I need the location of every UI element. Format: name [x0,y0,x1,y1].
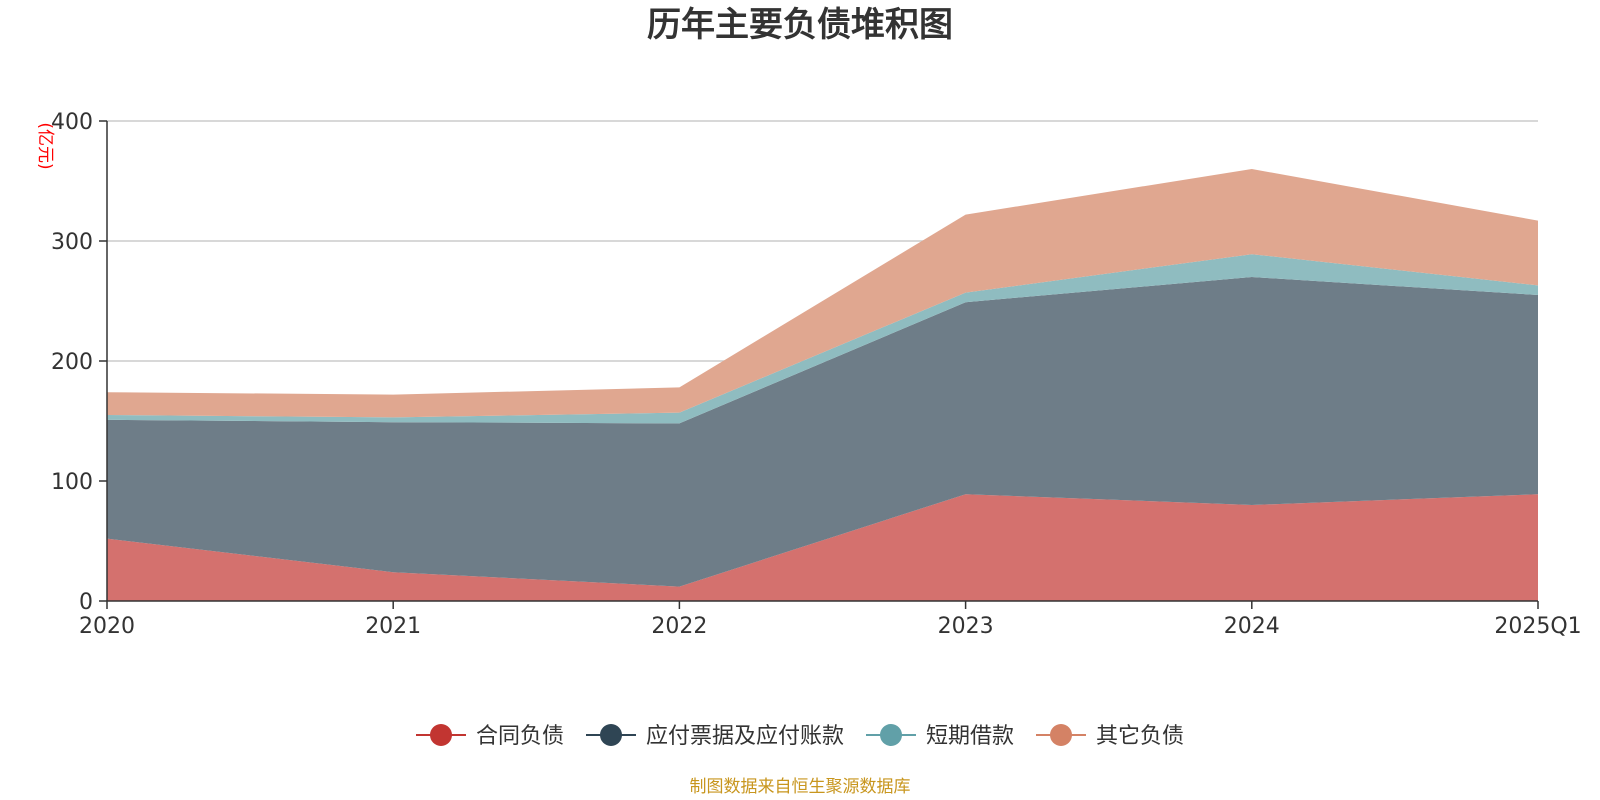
legend-circle-icon [430,724,452,746]
legend-label: 应付票据及应付账款 [646,724,844,749]
chart-title: 历年主要负债堆积图 [647,5,953,45]
legend-item-1[interactable]: 合同负债 [416,724,564,749]
area-series-2 [107,277,1538,587]
area-series-3 [107,254,1538,424]
x-tick-label: 2020 [79,614,135,639]
legend-circle-icon [1050,724,1072,746]
x-tick-label: 2023 [938,614,994,639]
x-tick-label: 2022 [651,614,707,639]
legend-item-3[interactable]: 短期借款 [866,724,1014,749]
y-tick-label: 200 [51,350,93,375]
x-tick-label: 2021 [365,614,421,639]
x-tick-label: 2025Q1 [1494,614,1581,639]
legend-label: 短期借款 [926,724,1014,749]
axes: 0 100 200 300 400 2020 2021 2022 2023 2024 2025Q1 [51,110,1582,639]
y-tick-label: 100 [51,470,93,495]
legend-circle-icon [880,724,902,746]
area-series [107,169,1538,601]
area-series-4 [107,169,1538,418]
y-tick-label: 300 [51,230,93,255]
y-tick-label: 0 [79,590,93,615]
data-source-note: 制图数据来自恒生聚源数据库 [690,777,911,797]
legend: 合同负债 应付票据及应付账款 短期借款 其它负债 [416,724,1184,749]
area-series-1 [107,494,1538,601]
legend-item-4[interactable]: 其它负债 [1036,724,1184,749]
legend-circle-icon [600,724,622,746]
y-axis-unit-label: (亿元) [35,122,55,169]
legend-label: 其它负债 [1096,724,1184,749]
y-tick-label: 400 [51,110,93,135]
x-tick-label: 2024 [1224,614,1280,639]
legend-label: 合同负债 [476,724,564,749]
legend-item-2[interactable]: 应付票据及应付账款 [586,724,844,749]
